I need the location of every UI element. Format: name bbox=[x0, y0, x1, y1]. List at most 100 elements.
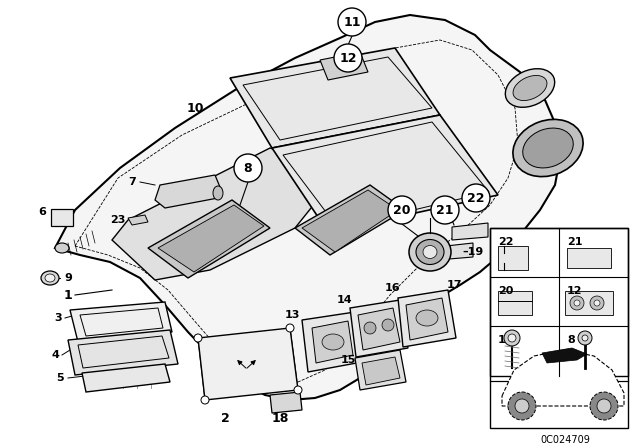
Text: 12: 12 bbox=[567, 286, 582, 296]
Ellipse shape bbox=[416, 240, 444, 264]
Text: 12: 12 bbox=[339, 52, 356, 65]
Circle shape bbox=[286, 324, 294, 332]
Circle shape bbox=[294, 386, 302, 394]
Ellipse shape bbox=[41, 271, 59, 285]
Polygon shape bbox=[312, 321, 353, 363]
Circle shape bbox=[431, 196, 459, 224]
Text: 23: 23 bbox=[110, 215, 125, 225]
Polygon shape bbox=[295, 185, 405, 255]
Text: 10: 10 bbox=[186, 102, 204, 115]
Ellipse shape bbox=[513, 119, 583, 177]
Ellipse shape bbox=[513, 75, 547, 100]
Polygon shape bbox=[542, 348, 587, 363]
Polygon shape bbox=[198, 328, 298, 400]
Text: 21: 21 bbox=[567, 237, 582, 247]
Polygon shape bbox=[272, 115, 498, 232]
Circle shape bbox=[234, 154, 262, 182]
Circle shape bbox=[578, 331, 592, 345]
Text: 4: 4 bbox=[51, 350, 59, 360]
Circle shape bbox=[201, 396, 209, 404]
Polygon shape bbox=[565, 291, 613, 315]
Text: 8: 8 bbox=[244, 161, 252, 175]
Text: –19: –19 bbox=[462, 247, 483, 257]
Polygon shape bbox=[362, 357, 400, 385]
Text: 9: 9 bbox=[64, 273, 72, 283]
Circle shape bbox=[594, 300, 600, 306]
Text: 22: 22 bbox=[467, 191, 484, 204]
Polygon shape bbox=[320, 52, 368, 80]
Ellipse shape bbox=[322, 334, 344, 350]
Bar bbox=[490, 228, 628, 428]
Polygon shape bbox=[437, 243, 473, 260]
Text: 18: 18 bbox=[271, 412, 289, 425]
Polygon shape bbox=[158, 205, 264, 272]
Text: 15: 15 bbox=[340, 355, 356, 365]
Circle shape bbox=[597, 399, 611, 413]
Polygon shape bbox=[350, 300, 408, 357]
Polygon shape bbox=[358, 308, 400, 350]
Polygon shape bbox=[567, 248, 611, 268]
Polygon shape bbox=[406, 298, 448, 340]
Circle shape bbox=[570, 296, 584, 310]
Polygon shape bbox=[302, 312, 362, 372]
Circle shape bbox=[194, 334, 202, 342]
Polygon shape bbox=[498, 291, 532, 315]
Text: 8: 8 bbox=[567, 335, 575, 345]
Polygon shape bbox=[82, 364, 170, 392]
Text: 0C024709: 0C024709 bbox=[540, 435, 590, 445]
Text: 3: 3 bbox=[54, 313, 62, 323]
Polygon shape bbox=[55, 15, 560, 400]
Text: 6: 6 bbox=[38, 207, 46, 217]
Polygon shape bbox=[230, 48, 440, 148]
Text: 13: 13 bbox=[284, 310, 300, 320]
Polygon shape bbox=[498, 246, 528, 270]
Ellipse shape bbox=[423, 246, 437, 258]
Circle shape bbox=[462, 184, 490, 212]
Ellipse shape bbox=[409, 233, 451, 271]
Text: 7: 7 bbox=[128, 177, 136, 187]
Circle shape bbox=[388, 196, 416, 224]
Circle shape bbox=[334, 44, 362, 72]
Circle shape bbox=[515, 399, 529, 413]
FancyBboxPatch shape bbox=[51, 209, 73, 226]
Circle shape bbox=[382, 319, 394, 331]
Ellipse shape bbox=[213, 186, 223, 200]
Text: 11: 11 bbox=[498, 335, 513, 345]
Text: 5: 5 bbox=[56, 373, 64, 383]
Ellipse shape bbox=[55, 243, 69, 253]
Circle shape bbox=[590, 296, 604, 310]
Ellipse shape bbox=[523, 128, 573, 168]
Polygon shape bbox=[148, 200, 270, 278]
Text: 1: 1 bbox=[63, 289, 72, 302]
Polygon shape bbox=[355, 350, 406, 390]
Polygon shape bbox=[452, 223, 488, 240]
Text: 16: 16 bbox=[385, 283, 401, 293]
Text: 11: 11 bbox=[343, 16, 361, 29]
Circle shape bbox=[504, 330, 520, 346]
Ellipse shape bbox=[45, 274, 55, 282]
Circle shape bbox=[508, 334, 516, 342]
Polygon shape bbox=[68, 330, 178, 375]
Text: 20: 20 bbox=[393, 203, 411, 216]
Text: 14: 14 bbox=[337, 295, 353, 305]
Polygon shape bbox=[398, 290, 456, 347]
Circle shape bbox=[364, 322, 376, 334]
Polygon shape bbox=[155, 175, 222, 208]
Text: 21: 21 bbox=[436, 203, 454, 216]
Polygon shape bbox=[502, 350, 624, 406]
Circle shape bbox=[338, 8, 366, 36]
Polygon shape bbox=[302, 190, 398, 252]
Text: 2: 2 bbox=[221, 412, 229, 425]
Polygon shape bbox=[128, 215, 148, 225]
Ellipse shape bbox=[506, 69, 555, 107]
Text: 17: 17 bbox=[446, 280, 461, 290]
Ellipse shape bbox=[416, 310, 438, 326]
Circle shape bbox=[508, 392, 536, 420]
Text: 22: 22 bbox=[498, 237, 513, 247]
Circle shape bbox=[590, 392, 618, 420]
Circle shape bbox=[582, 335, 588, 341]
Bar bbox=[490, 228, 628, 376]
Circle shape bbox=[574, 300, 580, 306]
Text: 20: 20 bbox=[498, 286, 513, 296]
Polygon shape bbox=[270, 392, 302, 413]
